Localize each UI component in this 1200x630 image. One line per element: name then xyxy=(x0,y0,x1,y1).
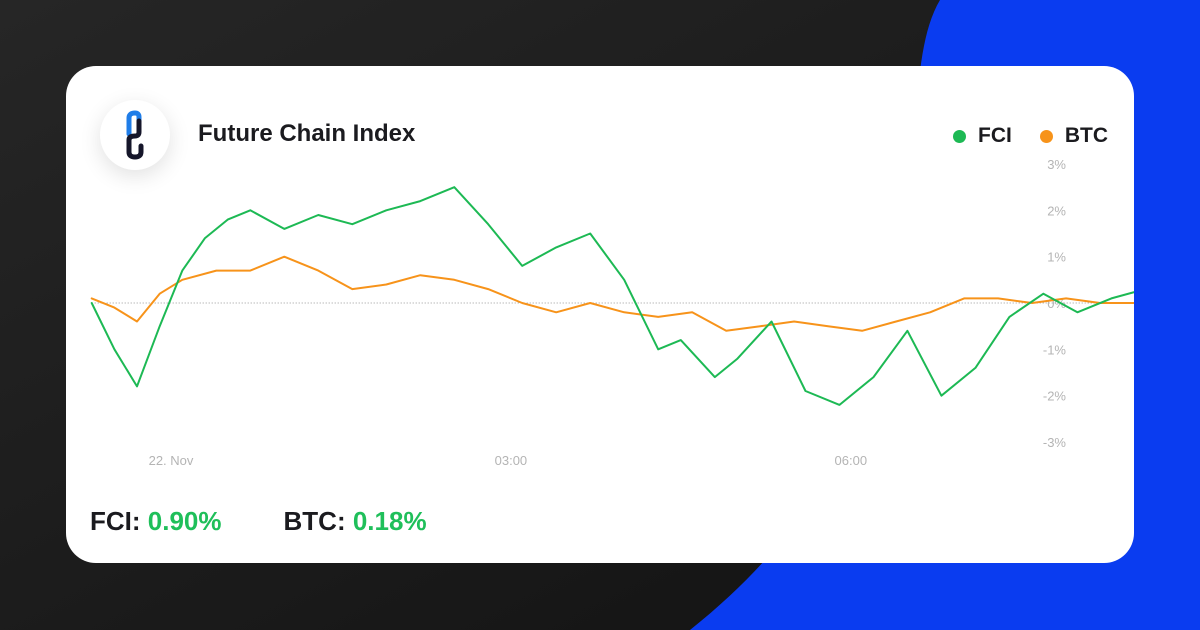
logo xyxy=(100,100,170,170)
summary: FCI: 0.90% BTC: 0.18% xyxy=(90,506,427,537)
summary-fci: FCI: 0.90% xyxy=(90,506,222,537)
series-line-fci xyxy=(90,186,1134,406)
y-tick-label: 1% xyxy=(1047,250,1066,265)
legend-item-btc[interactable]: BTC xyxy=(1039,124,1108,148)
summary-fci-label: FCI: xyxy=(90,506,141,536)
summary-btc: BTC: 0.18% xyxy=(284,506,427,537)
summary-btc-label: BTC: xyxy=(283,506,346,536)
y-tick-label: -3% xyxy=(1043,435,1067,450)
series-line-btc xyxy=(90,255,1134,332)
chain-link-logo-icon xyxy=(126,110,144,160)
index-card: 3%2%1%0%-1%-2%-3%22. Nov03:0006:0009:001… xyxy=(66,66,1134,563)
summary-fci-value: 0.90% xyxy=(147,506,222,536)
y-tick-label: 3% xyxy=(1047,157,1066,172)
legend-label-fci: FCI xyxy=(978,124,1012,147)
chart-title: Future Chain Index xyxy=(198,120,416,147)
summary-btc-value: 0.18% xyxy=(352,506,427,536)
line-chart: 3%2%1%0%-1%-2%-3%22. Nov03:0006:0009:001… xyxy=(90,157,1134,468)
y-tick-label: 2% xyxy=(1047,203,1066,218)
x-tick-label: 22. Nov xyxy=(149,453,194,468)
y-tick-label: -1% xyxy=(1043,342,1067,357)
x-tick-label: 03:00 xyxy=(495,453,528,468)
legend: FCI BTC xyxy=(953,124,1108,148)
y-tick-label: -2% xyxy=(1043,389,1067,404)
legend-dot-icon xyxy=(953,129,966,143)
legend-label-btc: BTC xyxy=(1064,124,1108,147)
legend-item-fci[interactable]: FCI xyxy=(953,124,1012,148)
x-tick-label: 06:00 xyxy=(835,453,868,468)
legend-dot-icon xyxy=(1039,129,1053,143)
